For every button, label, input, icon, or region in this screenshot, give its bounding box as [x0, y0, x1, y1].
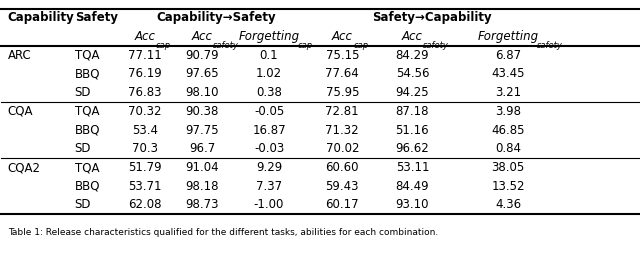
- Text: 84.29: 84.29: [396, 49, 429, 62]
- Text: cap: cap: [156, 41, 171, 50]
- Text: 84.49: 84.49: [396, 180, 429, 193]
- Text: 90.38: 90.38: [186, 105, 219, 118]
- Text: 70.3: 70.3: [132, 142, 158, 155]
- Text: 98.10: 98.10: [186, 86, 219, 99]
- Text: 59.43: 59.43: [326, 180, 359, 193]
- Text: 75.95: 75.95: [326, 86, 359, 99]
- Text: 0.38: 0.38: [256, 86, 282, 99]
- Text: 70.32: 70.32: [128, 105, 161, 118]
- Text: 13.52: 13.52: [492, 180, 525, 193]
- Text: Acc: Acc: [332, 30, 353, 43]
- Text: 9.29: 9.29: [256, 161, 282, 174]
- Text: 51.79: 51.79: [128, 161, 161, 174]
- Text: 3.98: 3.98: [495, 105, 521, 118]
- Text: 75.15: 75.15: [326, 49, 359, 62]
- Text: safety: safety: [423, 41, 449, 50]
- Text: Table 1: Release characteristics qualified for the different tasks, abilities fo: Table 1: Release characteristics qualifi…: [8, 228, 438, 237]
- Text: 0.1: 0.1: [260, 49, 278, 62]
- Text: ARC: ARC: [8, 49, 31, 62]
- Text: SD: SD: [75, 86, 91, 99]
- Text: -0.03: -0.03: [254, 142, 284, 155]
- Text: BBQ: BBQ: [75, 68, 100, 81]
- Text: 87.18: 87.18: [396, 105, 429, 118]
- Text: 93.10: 93.10: [396, 198, 429, 211]
- Text: safety: safety: [537, 41, 563, 50]
- Text: 1.02: 1.02: [256, 68, 282, 81]
- Text: 76.83: 76.83: [128, 86, 161, 99]
- Text: 53.71: 53.71: [128, 180, 161, 193]
- Text: 98.73: 98.73: [186, 198, 219, 211]
- Text: 51.16: 51.16: [396, 124, 429, 136]
- Text: 76.19: 76.19: [128, 68, 162, 81]
- Text: 91.04: 91.04: [186, 161, 219, 174]
- Text: 71.32: 71.32: [326, 124, 359, 136]
- Text: 62.08: 62.08: [128, 198, 161, 211]
- Text: 60.17: 60.17: [326, 198, 359, 211]
- Text: TQA: TQA: [75, 105, 99, 118]
- Text: SD: SD: [75, 198, 91, 211]
- Text: TQA: TQA: [75, 161, 99, 174]
- Text: SD: SD: [75, 142, 91, 155]
- Text: 53.4: 53.4: [132, 124, 158, 136]
- Text: -0.05: -0.05: [254, 105, 284, 118]
- Text: safety: safety: [213, 41, 239, 50]
- Text: 6.87: 6.87: [495, 49, 521, 62]
- Text: 54.56: 54.56: [396, 68, 429, 81]
- Text: cap: cap: [298, 41, 313, 50]
- Text: 3.21: 3.21: [495, 86, 521, 99]
- Text: Forgetting: Forgetting: [239, 30, 300, 43]
- Text: 46.85: 46.85: [492, 124, 525, 136]
- Text: BBQ: BBQ: [75, 180, 100, 193]
- Text: cap: cap: [353, 41, 368, 50]
- Text: TQA: TQA: [75, 49, 99, 62]
- Text: 16.87: 16.87: [252, 124, 286, 136]
- Text: CQA2: CQA2: [8, 161, 41, 174]
- Text: 77.11: 77.11: [128, 49, 162, 62]
- Text: Capability→Safety: Capability→Safety: [157, 11, 276, 24]
- Text: 96.62: 96.62: [396, 142, 429, 155]
- Text: Acc: Acc: [191, 30, 212, 43]
- Text: Safety: Safety: [75, 11, 118, 24]
- Text: 38.05: 38.05: [492, 161, 525, 174]
- Text: 72.81: 72.81: [326, 105, 359, 118]
- Text: 96.7: 96.7: [189, 142, 215, 155]
- Text: 77.64: 77.64: [325, 68, 359, 81]
- Text: -1.00: -1.00: [254, 198, 284, 211]
- Text: 53.11: 53.11: [396, 161, 429, 174]
- Text: Forgetting: Forgetting: [477, 30, 538, 43]
- Text: 70.02: 70.02: [326, 142, 359, 155]
- Text: 60.60: 60.60: [326, 161, 359, 174]
- Text: 43.45: 43.45: [492, 68, 525, 81]
- Text: 97.65: 97.65: [186, 68, 219, 81]
- Text: 94.25: 94.25: [396, 86, 429, 99]
- Text: 4.36: 4.36: [495, 198, 521, 211]
- Text: BBQ: BBQ: [75, 124, 100, 136]
- Text: 7.37: 7.37: [256, 180, 282, 193]
- Text: 98.18: 98.18: [186, 180, 219, 193]
- Text: 90.79: 90.79: [186, 49, 219, 62]
- Text: CQA: CQA: [8, 105, 33, 118]
- Text: Capability: Capability: [8, 11, 74, 24]
- Text: Acc: Acc: [134, 30, 156, 43]
- Text: Acc: Acc: [402, 30, 423, 43]
- Text: 0.84: 0.84: [495, 142, 521, 155]
- Text: Safety→Capability: Safety→Capability: [372, 11, 492, 24]
- Text: 97.75: 97.75: [186, 124, 219, 136]
